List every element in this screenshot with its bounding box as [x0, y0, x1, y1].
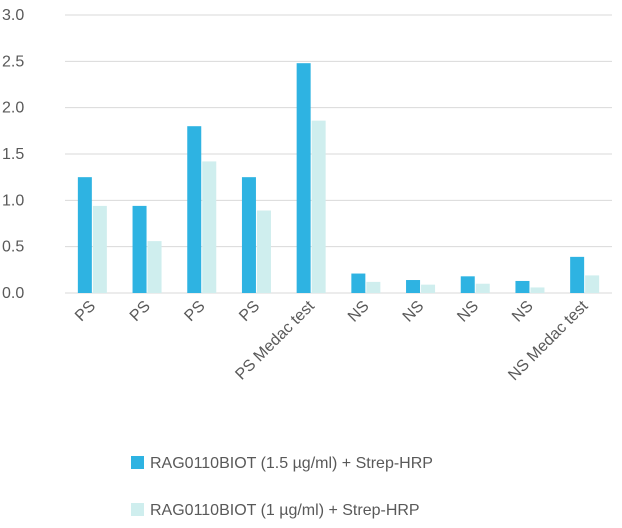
- y-tick-label: 1.0: [2, 192, 24, 209]
- y-tick-label: 3.0: [2, 7, 24, 24]
- y-tick-label: 1.5: [2, 146, 24, 163]
- bar-series-1: [187, 126, 202, 293]
- bar-series-1: [241, 177, 256, 293]
- bar-series-1: [132, 205, 147, 293]
- bar-series-2: [530, 287, 545, 293]
- x-category-label: NS: [509, 298, 537, 326]
- x-category-label: PS: [181, 298, 208, 325]
- bar-series-2: [202, 161, 217, 293]
- legend-label: RAG0110BIOT (1.5 µg/ml) + Strep-HRP: [150, 455, 433, 472]
- x-category-label: PS: [127, 298, 154, 325]
- legend-label: RAG0110BIOT (1 µg/ml) + Strep-HRP: [150, 502, 420, 519]
- bar-series-1: [77, 177, 92, 293]
- legend-swatch: [131, 456, 144, 469]
- bar-series-2: [256, 210, 271, 293]
- gridlines: [65, 14, 612, 294]
- y-tick-label: 0.0: [2, 285, 24, 302]
- bar-series-1: [515, 280, 530, 293]
- bar-series-2: [147, 241, 162, 293]
- y-tick-label: 0.5: [2, 239, 24, 256]
- legend: RAG0110BIOT (1.5 µg/ml) + Strep-HRP RAG01…: [131, 455, 433, 519]
- y-tick-label: 2.5: [2, 53, 24, 70]
- bar-series-1: [351, 273, 366, 293]
- bar-series-2: [311, 120, 326, 293]
- x-category-label: PS: [236, 298, 263, 325]
- x-category-label: NS: [345, 298, 373, 326]
- bar-series-2: [585, 275, 600, 293]
- x-category-label: NS: [400, 298, 428, 326]
- y-axis-ticks: 0.0 0.5 1.0 1.5 2.0 2.5 3.0: [2, 7, 24, 302]
- legend-swatch: [131, 503, 144, 516]
- bar-series-1: [460, 276, 475, 293]
- bar-series-2: [92, 205, 107, 293]
- bar-series-1: [296, 63, 311, 293]
- x-category-label: NS: [454, 298, 482, 326]
- y-tick-label: 2.0: [2, 100, 24, 117]
- bar-series-1: [570, 256, 585, 293]
- bar-series-2: [366, 281, 381, 293]
- bars: [77, 63, 600, 293]
- x-category-label: PS: [72, 298, 99, 325]
- bar-series-2: [421, 284, 436, 293]
- bar-series-1: [406, 280, 421, 293]
- bar-series-2: [475, 283, 490, 293]
